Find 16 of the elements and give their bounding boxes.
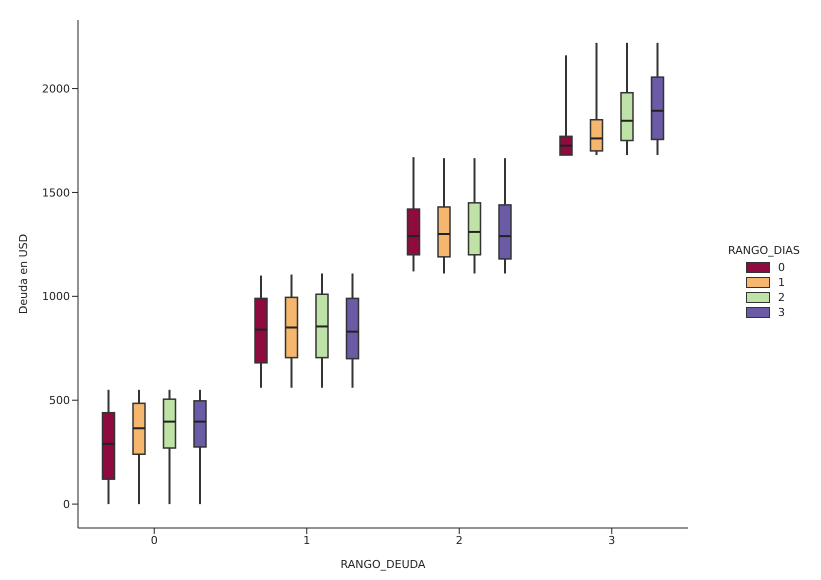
y-axis-title: Deuda en USD <box>16 234 30 314</box>
x-tick-label: 0 <box>150 534 158 547</box>
y-tick-label: 2000 <box>42 82 70 96</box>
y-tick-label: 1500 <box>42 186 70 200</box>
x-tick-label: 2 <box>456 534 463 547</box>
legend-label: 0 <box>778 261 785 274</box>
x-axis-title: RANGO_DEUDA <box>340 558 426 571</box>
x-tick-label: 3 <box>608 534 616 547</box>
legend-label: 2 <box>778 291 785 304</box>
legend-label: 1 <box>778 276 785 289</box>
y-tick-label: 1000 <box>42 290 70 304</box>
x-tick-label: 1 <box>303 534 310 547</box>
y-tick-label: 0 <box>63 498 70 512</box>
y-tick-label: 500 <box>49 394 70 408</box>
legend-title: RANGO_DIAS <box>728 244 800 257</box>
legend-label: 3 <box>778 306 785 319</box>
